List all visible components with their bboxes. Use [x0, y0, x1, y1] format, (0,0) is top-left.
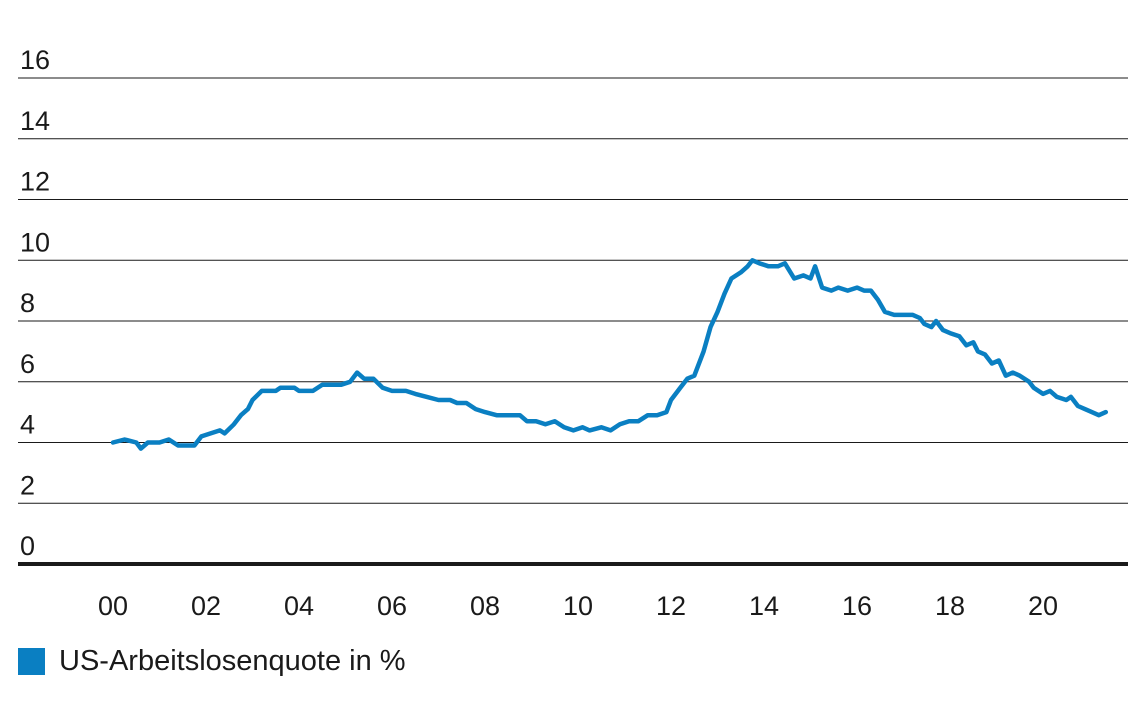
- x-tick-label: 18: [935, 591, 965, 621]
- legend-label: US-Arbeitslosenquote in %: [59, 645, 406, 677]
- x-tick-label: 16: [842, 591, 872, 621]
- x-tick-label: 08: [470, 591, 500, 621]
- y-tick-label: 14: [20, 106, 50, 136]
- y-tick-label: 4: [20, 410, 35, 440]
- y-axis-tick-labels: 0 2 4 6 8 10 12 14 16: [20, 45, 50, 561]
- y-tick-label: 8: [20, 288, 35, 318]
- legend: US-Arbeitslosenquote in %: [18, 645, 406, 678]
- x-tick-label: 14: [749, 591, 779, 621]
- legend-swatch: [18, 648, 45, 675]
- y-tick-label: 10: [20, 227, 50, 257]
- y-tick-label: 2: [20, 470, 35, 500]
- x-tick-label: 04: [284, 591, 314, 621]
- y-tick-label: 6: [20, 349, 35, 379]
- y-tick-label: 16: [20, 45, 50, 75]
- y-tick-label: 12: [20, 167, 50, 197]
- x-axis-tick-labels: 00 02 04 06 08 10 12 14 16 18 20: [98, 591, 1058, 621]
- x-tick-label: 20: [1028, 591, 1058, 621]
- x-tick-label: 00: [98, 591, 128, 621]
- x-tick-label: 06: [377, 591, 407, 621]
- x-tick-label: 02: [191, 591, 221, 621]
- series-line-unemployment: [110, 258, 1109, 451]
- x-tick-label: 10: [563, 591, 593, 621]
- gridlines: [18, 77, 1128, 504]
- x-tick-label: 12: [656, 591, 686, 621]
- y-tick-label: 0: [20, 531, 35, 561]
